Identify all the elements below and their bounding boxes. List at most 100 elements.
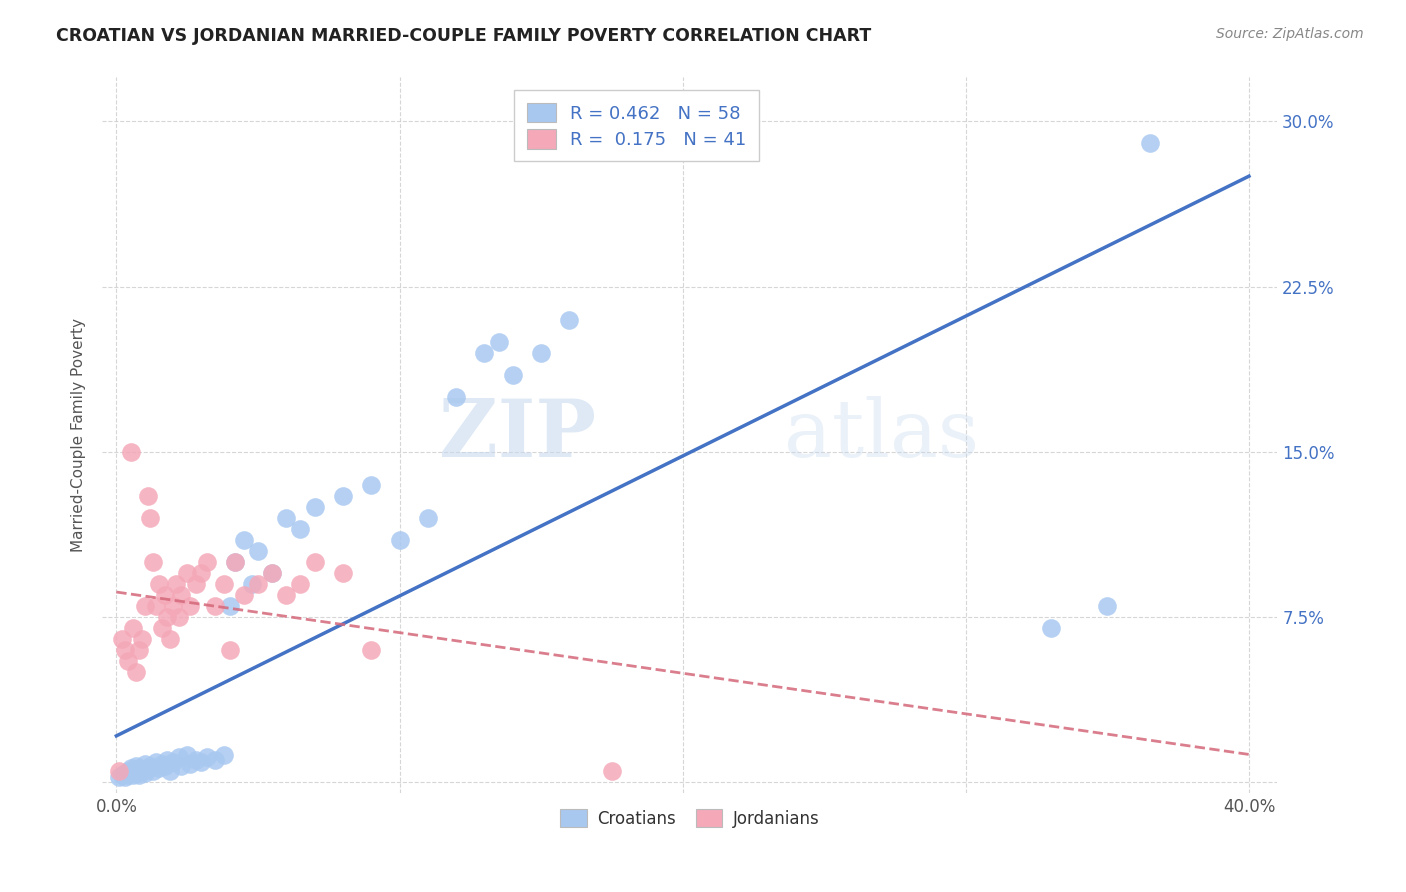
Point: [134, 765, 156, 780]
Point: [388, 533, 411, 547]
Point: [488, 334, 510, 349]
Y-axis label: Married-Couple Family Poverty: Married-Couple Family Poverty: [72, 318, 86, 552]
Point: [262, 566, 284, 580]
Point: [131, 632, 153, 646]
Point: [1039, 621, 1062, 635]
Point: [332, 566, 354, 580]
Point: [167, 609, 190, 624]
Point: [184, 576, 207, 591]
Point: [416, 510, 439, 524]
Point: [179, 599, 201, 613]
Point: [332, 489, 354, 503]
Point: [125, 759, 148, 773]
Point: [444, 390, 467, 404]
Point: [120, 761, 142, 775]
Point: [131, 764, 153, 778]
Point: [162, 755, 184, 769]
Point: [145, 599, 167, 613]
Point: [276, 588, 298, 602]
Point: [136, 489, 159, 503]
Point: [246, 543, 269, 558]
Point: [530, 345, 553, 359]
Point: [262, 566, 284, 580]
Point: [128, 642, 150, 657]
Point: [304, 555, 326, 569]
Point: [142, 764, 165, 778]
Point: [246, 576, 269, 591]
Point: [139, 510, 162, 524]
Point: [150, 757, 173, 772]
Point: [240, 576, 263, 591]
Point: [162, 599, 184, 613]
Point: [125, 765, 148, 780]
Point: [120, 765, 142, 780]
Point: [125, 665, 148, 679]
Point: [179, 757, 201, 772]
Point: [111, 768, 134, 782]
Point: [474, 345, 496, 359]
Point: [195, 555, 218, 569]
Point: [117, 764, 139, 778]
Point: [114, 765, 136, 780]
Point: [218, 642, 240, 657]
Point: [224, 555, 246, 569]
Point: [122, 621, 145, 635]
Point: [170, 588, 193, 602]
Point: [145, 755, 167, 769]
Point: [360, 477, 382, 491]
Text: Source: ZipAtlas.com: Source: ZipAtlas.com: [1216, 27, 1364, 41]
Point: [276, 510, 298, 524]
Point: [176, 566, 198, 580]
Point: [128, 761, 150, 775]
Point: [600, 764, 623, 778]
Point: [304, 500, 326, 514]
Legend: Croatians, Jordanians: Croatians, Jordanians: [554, 803, 825, 834]
Point: [190, 566, 212, 580]
Point: [108, 764, 131, 778]
Point: [232, 533, 254, 547]
Point: [134, 599, 156, 613]
Point: [170, 759, 193, 773]
Point: [184, 753, 207, 767]
Point: [232, 588, 254, 602]
Point: [558, 312, 581, 326]
Point: [111, 632, 134, 646]
Point: [153, 759, 176, 773]
Point: [502, 368, 524, 382]
Point: [224, 555, 246, 569]
Point: [290, 522, 312, 536]
Text: ZIP: ZIP: [439, 396, 596, 474]
Point: [136, 761, 159, 775]
Point: [190, 755, 212, 769]
Point: [176, 748, 198, 763]
Point: [117, 768, 139, 782]
Point: [156, 753, 179, 767]
Point: [148, 761, 170, 775]
Point: [204, 753, 226, 767]
Point: [195, 750, 218, 764]
Point: [139, 759, 162, 773]
Text: CROATIAN VS JORDANIAN MARRIED-COUPLE FAMILY POVERTY CORRELATION CHART: CROATIAN VS JORDANIAN MARRIED-COUPLE FAM…: [56, 27, 872, 45]
Point: [153, 588, 176, 602]
Point: [212, 748, 235, 763]
Point: [120, 444, 142, 458]
Point: [212, 576, 235, 591]
Point: [218, 599, 240, 613]
Point: [159, 632, 181, 646]
Point: [159, 764, 181, 778]
Point: [134, 757, 156, 772]
Point: [167, 750, 190, 764]
Point: [108, 770, 131, 784]
Point: [290, 576, 312, 591]
Point: [114, 770, 136, 784]
Text: atlas: atlas: [783, 396, 979, 474]
Point: [114, 642, 136, 657]
Point: [204, 599, 226, 613]
Point: [148, 576, 170, 591]
Point: [122, 768, 145, 782]
Point: [1139, 136, 1161, 151]
Point: [1097, 599, 1119, 613]
Point: [150, 621, 173, 635]
Point: [117, 654, 139, 668]
Point: [156, 609, 179, 624]
